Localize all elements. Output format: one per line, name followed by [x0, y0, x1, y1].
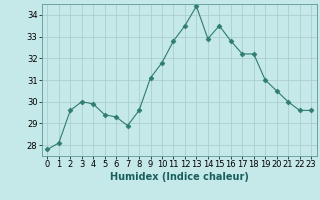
X-axis label: Humidex (Indice chaleur): Humidex (Indice chaleur): [110, 172, 249, 182]
